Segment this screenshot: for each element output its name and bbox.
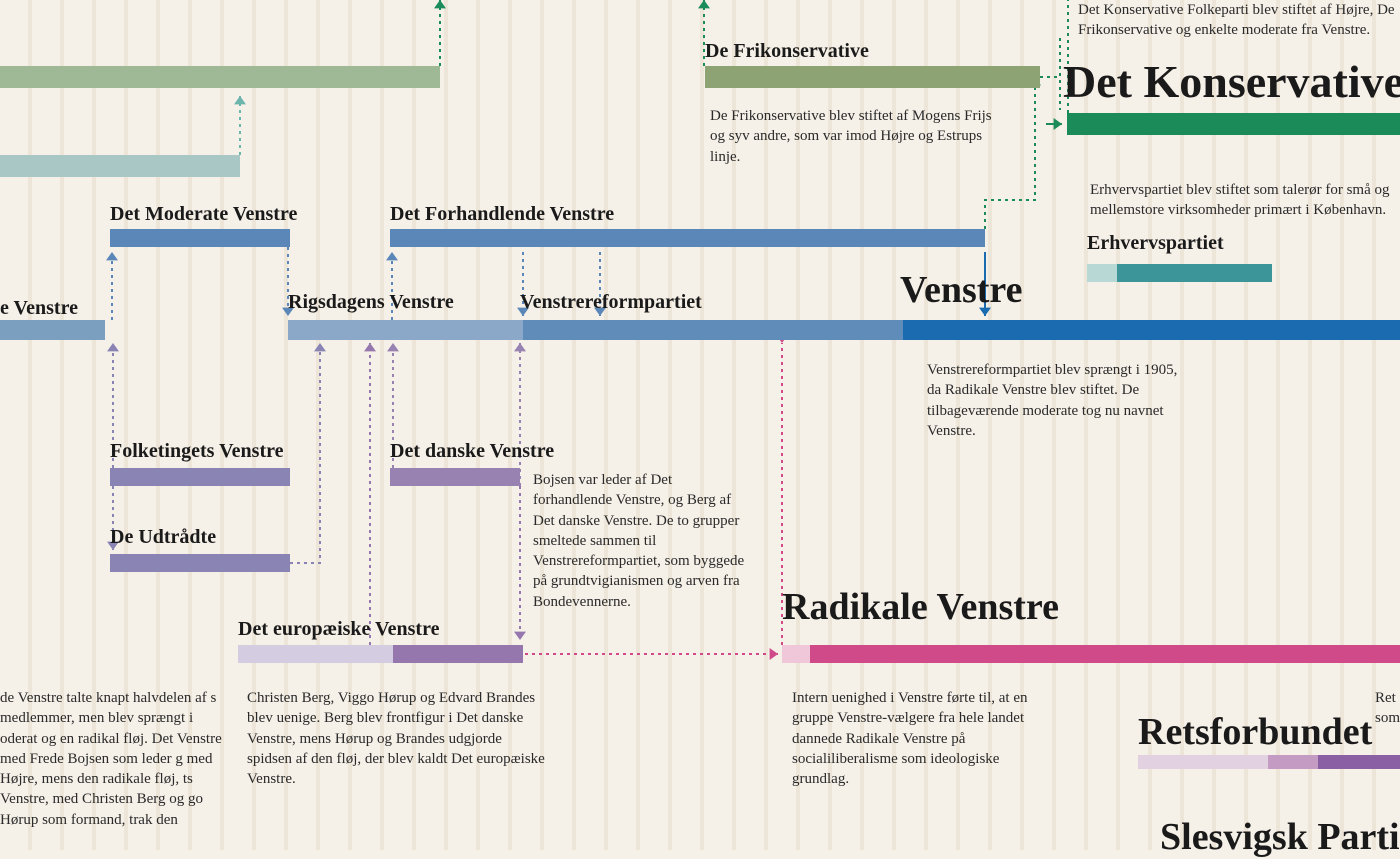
label-vrp-lbl: Venstrereformpartiet (520, 291, 702, 314)
label-erhvervs-lbl: Erhvervspartiet (1087, 232, 1224, 255)
label-e-venstre-lbl: e Venstre (0, 297, 78, 320)
desc-d-erhvervs: Erhvervspartiet blev stiftet som talerør… (1090, 180, 1390, 221)
bar-erhvervs-light (1087, 264, 1117, 282)
label-moderat-lbl: Det Moderate Venstre (110, 203, 297, 226)
bar-europaeiske-r (393, 645, 523, 663)
desc-d-left: de Venstre talte knapt halvdelen af s me… (0, 688, 225, 830)
bar-udtraadte (110, 554, 290, 572)
bar-danske-venstre (390, 468, 520, 486)
bar-forhandlende (390, 229, 985, 247)
bar-konservative (1067, 113, 1400, 135)
bar-frikonservative (705, 66, 1040, 88)
desc-d-radikale: Intern uenighed i Venstre førte til, at … (792, 688, 1047, 789)
bar-moderat-venstre (110, 229, 290, 247)
label-venstre-lbl: Venstre (900, 268, 1022, 312)
bar-retsforbund-r (1318, 755, 1400, 769)
bar-retsforbund-l (1138, 755, 1268, 769)
bar-retsforbund-m (1268, 755, 1318, 769)
label-rigsdagens-lbl: Rigsdagens Venstre (288, 291, 454, 314)
bar-radikale-light (782, 645, 810, 663)
bar-venstrereform (523, 320, 903, 340)
label-folketingets-lbl: Folketingets Venstre (110, 440, 284, 463)
label-danske-lbl: Det danske Venstre (390, 440, 554, 463)
bar-europaeiske-l (238, 645, 393, 663)
bar-green-top (0, 66, 440, 88)
label-radikale-lbl: Radikale Venstre (782, 585, 1059, 629)
bar-folketingets (110, 468, 290, 486)
bar-radikale (810, 645, 1400, 663)
label-europaeiske-lbl: Det europæiske Venstre (238, 618, 439, 641)
desc-d-europaeiske: Christen Berg, Viggo Hørup og Edvard Bra… (247, 688, 547, 789)
bar-teal-below (0, 155, 240, 177)
desc-d-frikonservative: De Frikonservative blev stiftet af Mogen… (710, 106, 1010, 167)
timeline-canvas: De Frikonservative Det Konservative F Erhv… (0, 0, 1400, 850)
connector-c-friko-right (1040, 36, 1060, 110)
bar-rigsdagens (288, 320, 523, 340)
desc-d-venstre: Venstrereformpartiet blev sprængt i 1905… (927, 360, 1182, 441)
label-udtraadte-lbl: De Udtrådte (110, 526, 216, 549)
connector-c-udtr-right (290, 343, 320, 563)
label-retsforbund-lbl: Retsforbundet (1138, 710, 1372, 754)
desc-d-danske: Bojsen var leder af Det forhandlende Ven… (533, 470, 748, 612)
label-frikonservative-lbl: De Frikonservative (705, 40, 869, 63)
label-forhandlende-lbl: Det Forhandlende Venstre (390, 203, 614, 226)
bar-venstre-final (903, 320, 1400, 340)
bar-venstre-main-l (0, 320, 105, 340)
desc-d-rets: Ret som (1375, 688, 1400, 729)
desc-d-konservative: Det Konservative Folkeparti blev stiftet… (1078, 0, 1398, 41)
label-konservative-lbl: Det Konservative F (1063, 55, 1400, 108)
label-slesvigsk-lbl: Slesvigsk Parti (1160, 815, 1400, 859)
bar-erhvervspartiet (1117, 264, 1272, 282)
